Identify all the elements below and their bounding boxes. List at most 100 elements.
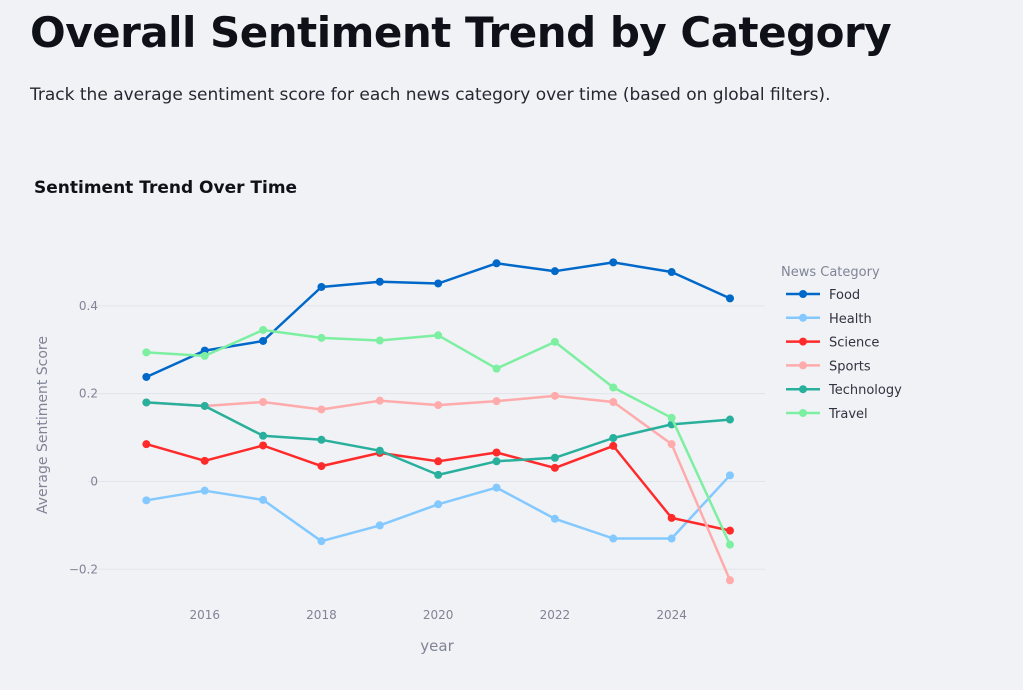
plot-area[interactable] xyxy=(142,258,734,585)
x-axis-ticks: 2016 2018 2020 2022 2024 xyxy=(189,608,686,622)
data-point-sports[interactable] xyxy=(434,401,443,410)
data-point-travel[interactable] xyxy=(375,336,384,345)
legend-item-sports[interactable]: Sports xyxy=(786,359,871,374)
page-title: Overall Sentiment Trend by Category xyxy=(30,8,892,57)
data-point-food[interactable] xyxy=(142,372,151,381)
legend-swatch-marker xyxy=(799,290,807,298)
legend-swatch-marker xyxy=(799,361,807,370)
data-point-sports[interactable] xyxy=(492,397,501,406)
legend-item-technology[interactable]: Technology xyxy=(786,383,902,398)
legend-label: Technology xyxy=(828,383,902,398)
legend-label: Science xyxy=(829,336,879,351)
data-point-sports[interactable] xyxy=(317,405,326,414)
series-food[interactable] xyxy=(142,258,734,381)
data-point-sports[interactable] xyxy=(375,396,384,405)
data-point-food[interactable] xyxy=(725,294,734,303)
data-point-health[interactable] xyxy=(492,483,501,492)
data-point-food[interactable] xyxy=(609,258,618,267)
x-tick-label: 2020 xyxy=(423,608,454,622)
data-point-technology[interactable] xyxy=(200,401,209,410)
legend-item-science[interactable]: Science xyxy=(786,336,879,351)
x-tick-label: 2022 xyxy=(540,608,571,622)
data-point-travel[interactable] xyxy=(550,337,559,346)
data-point-food[interactable] xyxy=(492,259,501,268)
data-point-sports[interactable] xyxy=(609,398,618,406)
series-travel[interactable] xyxy=(142,326,734,549)
series-line-science[interactable] xyxy=(146,442,731,532)
data-point-science[interactable] xyxy=(667,513,676,522)
data-point-technology[interactable] xyxy=(259,431,268,440)
data-point-health[interactable] xyxy=(259,495,268,504)
data-point-health[interactable] xyxy=(142,496,151,505)
x-tick-label: 2018 xyxy=(306,608,337,622)
data-point-technology[interactable] xyxy=(142,398,151,407)
data-point-science[interactable] xyxy=(317,462,326,471)
legend[interactable]: News Category Food Health Science Sports Tec… xyxy=(781,265,902,422)
legend-swatch-marker xyxy=(799,337,807,346)
data-point-health[interactable] xyxy=(550,514,559,523)
legend-label: Travel xyxy=(828,407,868,422)
data-point-technology[interactable] xyxy=(492,457,501,466)
data-point-travel[interactable] xyxy=(667,413,676,422)
y-tick-label: 0.2 xyxy=(79,387,98,401)
data-point-sports[interactable] xyxy=(725,576,734,585)
legend-label: Sports xyxy=(829,359,871,374)
data-point-technology[interactable] xyxy=(317,435,326,444)
data-point-food[interactable] xyxy=(550,267,559,276)
series-line-sports[interactable] xyxy=(146,394,732,581)
legend-swatch-marker xyxy=(799,409,807,417)
data-point-sports[interactable] xyxy=(550,391,559,400)
data-point-travel[interactable] xyxy=(434,331,443,340)
data-point-technology[interactable] xyxy=(375,446,384,455)
data-point-science[interactable] xyxy=(725,526,734,535)
series-technology[interactable] xyxy=(142,398,734,479)
data-point-travel[interactable] xyxy=(725,540,734,549)
data-point-science[interactable] xyxy=(609,441,618,450)
data-point-health[interactable] xyxy=(725,471,734,480)
data-point-science[interactable] xyxy=(142,440,151,449)
data-point-technology[interactable] xyxy=(550,453,559,462)
data-point-food[interactable] xyxy=(317,282,326,291)
data-point-technology[interactable] xyxy=(609,434,618,442)
data-point-health[interactable] xyxy=(317,537,326,546)
data-point-science[interactable] xyxy=(200,456,209,465)
data-point-technology[interactable] xyxy=(725,415,734,424)
y-tick-label: −0.2 xyxy=(69,562,98,576)
data-point-travel[interactable] xyxy=(492,364,501,373)
data-point-food[interactable] xyxy=(259,336,268,345)
data-point-travel[interactable] xyxy=(317,333,326,342)
data-point-science[interactable] xyxy=(492,448,501,457)
data-point-science[interactable] xyxy=(550,463,559,472)
data-point-food[interactable] xyxy=(375,277,384,286)
data-point-travel[interactable] xyxy=(200,351,209,360)
data-point-travel[interactable] xyxy=(609,383,618,392)
x-tick-label: 2024 xyxy=(656,608,687,622)
series-science[interactable] xyxy=(142,440,734,535)
legend-label: Food xyxy=(829,288,860,303)
data-point-science[interactable] xyxy=(259,441,268,450)
data-point-health[interactable] xyxy=(434,500,443,509)
data-point-health[interactable] xyxy=(667,534,676,543)
data-point-travel[interactable] xyxy=(259,326,268,334)
data-point-technology[interactable] xyxy=(434,470,443,479)
data-point-health[interactable] xyxy=(200,486,209,495)
data-point-health[interactable] xyxy=(375,521,384,530)
series-line-travel[interactable] xyxy=(146,328,732,546)
data-point-food[interactable] xyxy=(667,268,676,277)
chart-title: Sentiment Trend Over Time xyxy=(34,178,297,198)
data-point-science[interactable] xyxy=(434,457,443,466)
data-point-health[interactable] xyxy=(609,534,618,543)
legend-swatch-marker xyxy=(799,385,807,394)
legend-item-travel[interactable]: Travel xyxy=(786,407,868,422)
legend-item-health[interactable]: Health xyxy=(786,312,872,327)
data-point-food[interactable] xyxy=(434,279,443,288)
data-point-sports[interactable] xyxy=(667,440,676,449)
data-point-sports[interactable] xyxy=(259,398,268,406)
data-point-travel[interactable] xyxy=(142,348,151,357)
series-health[interactable] xyxy=(142,471,734,546)
legend-item-food[interactable]: Food xyxy=(786,288,860,303)
x-axis-label: year xyxy=(420,637,454,655)
gridlines xyxy=(88,305,765,570)
page-subtitle: Track the average sentiment score for ea… xyxy=(30,85,831,105)
